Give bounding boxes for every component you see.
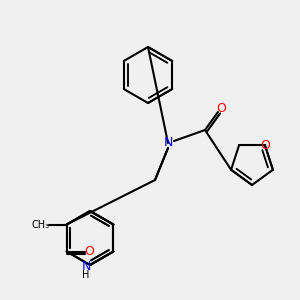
Text: H: H [82, 270, 90, 280]
Text: O: O [85, 245, 94, 258]
Text: CH₃: CH₃ [32, 220, 50, 230]
Text: O: O [216, 103, 226, 116]
Text: O: O [260, 139, 270, 152]
Text: N: N [163, 136, 173, 149]
Text: N: N [81, 260, 91, 272]
